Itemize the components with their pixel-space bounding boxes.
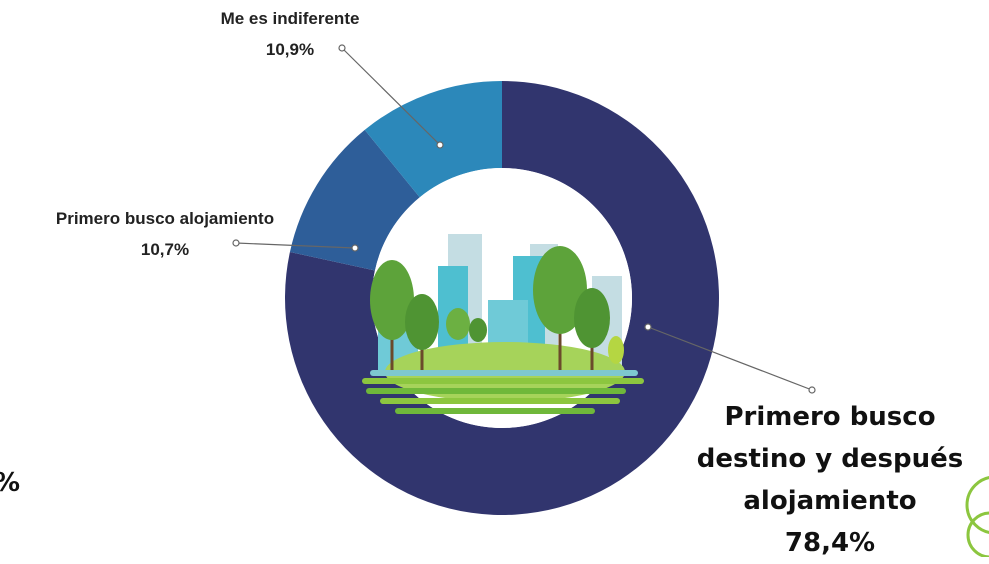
category-label: Primero busco alojamiento: [55, 209, 275, 228]
label: Primero busco destino y después alojamie…: [680, 396, 980, 564]
donut-slice: [285, 81, 720, 515]
logo: [965, 476, 989, 557]
label: Primero busco alojamiento 10,7%: [15, 203, 315, 265]
label: Me es indiferente 10,9%: [190, 3, 390, 65]
illustration: [362, 234, 644, 414]
donut-slice: [289, 129, 420, 271]
category-label: Me es indiferente: [220, 9, 360, 28]
fragment-text: %: [0, 462, 20, 504]
category-label: Primero busco destino y después alojamie…: [696, 402, 964, 516]
value-label: 78,4%: [784, 528, 876, 558]
value-label: 10,7%: [140, 240, 190, 259]
leader-lines: [232, 44, 816, 394]
donut: [285, 81, 720, 515]
value-label: 10,9%: [265, 40, 315, 59]
